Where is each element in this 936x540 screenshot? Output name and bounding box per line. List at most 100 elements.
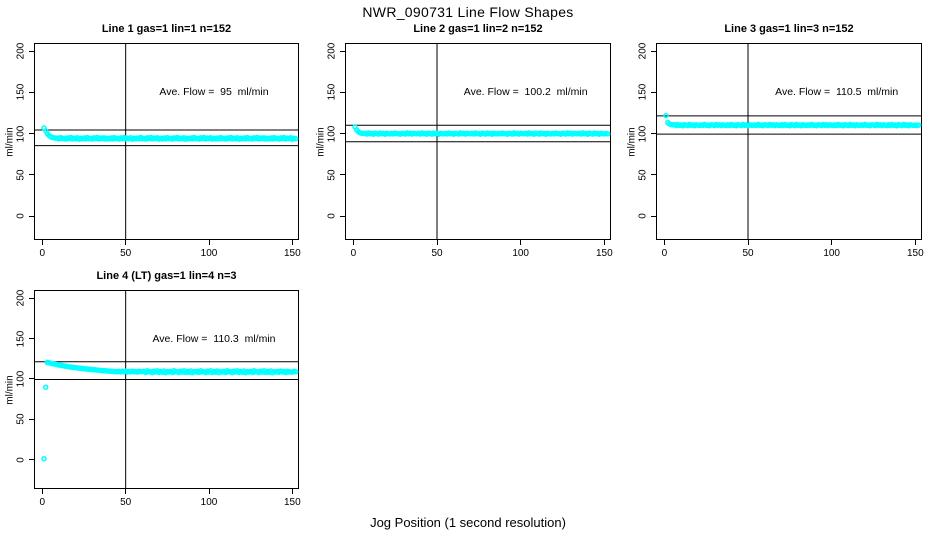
plot-canvas	[34, 43, 299, 240]
y-axis-label: ml/min	[626, 126, 638, 157]
ave-flow-annotation: Ave. Flow = 95 ml/min	[159, 86, 269, 99]
y-tick-mark	[340, 91, 345, 93]
x-tick-label: 100	[200, 497, 218, 508]
x-tick-label: 50	[431, 248, 443, 259]
y-tick-mark	[340, 133, 345, 135]
x-tick-label: 100	[512, 248, 529, 259]
x-tick-mark	[291, 489, 293, 494]
x-tick-mark	[125, 489, 127, 494]
x-tick-label: 50	[120, 248, 132, 259]
x-tick-label: 100	[823, 248, 840, 259]
x-tick-label: 0	[39, 248, 46, 259]
y-axis-label: ml/min	[4, 126, 16, 157]
y-tick-mark	[340, 50, 345, 52]
y-axis-label: ml/min	[4, 374, 16, 405]
y-tick-label: 200	[637, 42, 649, 60]
y-tick-label: 100	[326, 125, 338, 142]
subplot-title: Line 2 gas=1 lin=2 n=152	[413, 23, 543, 35]
scatter-points	[41, 125, 299, 142]
y-tick-label: 0	[15, 457, 27, 463]
y-tick-mark	[651, 215, 656, 217]
y-tick-label: 200	[15, 42, 27, 60]
y-tick-label: 0	[15, 213, 27, 219]
y-tick-mark	[340, 215, 345, 217]
x-tick-label: 150	[595, 248, 613, 259]
y-axis-label: ml/min	[315, 126, 327, 157]
subplot-title: Line 4 (LT) gas=1 lin=4 n=3	[96, 270, 237, 282]
data-point	[41, 455, 47, 462]
y-tick-mark	[29, 133, 34, 135]
y-tick-label: 100	[15, 125, 27, 142]
y-tick-mark	[29, 50, 34, 52]
y-tick-mark	[29, 215, 34, 217]
data-point	[292, 136, 299, 142]
data-point	[663, 112, 669, 119]
x-tick-mark	[914, 240, 916, 245]
scatter-points	[41, 359, 299, 462]
y-tick-mark	[29, 418, 34, 420]
y-tick-mark	[29, 338, 34, 340]
y-tick-mark	[29, 91, 34, 93]
y-tick-label: 150	[637, 84, 649, 101]
x-tick-mark	[41, 489, 43, 494]
x-tick-mark	[603, 240, 605, 245]
x-tick-label: 50	[120, 497, 132, 508]
x-tick-mark	[831, 240, 833, 245]
x-tick-mark	[125, 240, 127, 245]
y-tick-mark	[340, 174, 345, 176]
y-tick-label: 50	[637, 169, 649, 181]
x-tick-mark	[208, 240, 210, 245]
y-tick-label: 150	[326, 84, 338, 101]
y-tick-label: 100	[637, 125, 649, 142]
y-tick-label: 50	[15, 413, 27, 425]
y-tick-label: 100	[15, 370, 27, 388]
x-tick-mark	[208, 489, 210, 494]
x-tick-label: 100	[200, 248, 218, 259]
y-tick-label: 0	[326, 213, 338, 219]
plot-frame	[656, 43, 922, 240]
data-point	[292, 369, 299, 375]
y-tick-mark	[651, 133, 656, 135]
y-tick-mark	[29, 297, 34, 299]
data-point	[42, 384, 49, 390]
y-tick-label: 50	[15, 169, 27, 181]
x-tick-label: 150	[283, 248, 301, 259]
y-tick-label: 200	[326, 42, 338, 60]
x-tick-mark	[663, 240, 665, 245]
x-axis-title: Jog Position (1 second resolution)	[370, 515, 566, 530]
main-title: NWR_090731 Line Flow Shapes	[362, 4, 574, 20]
scatter-points	[352, 124, 611, 137]
x-tick-label: 150	[906, 248, 924, 259]
y-tick-label: 0	[637, 213, 649, 219]
plot-canvas	[656, 43, 922, 240]
y-tick-mark	[29, 459, 34, 461]
plot-canvas	[34, 290, 299, 489]
plot-canvas	[345, 43, 611, 240]
x-tick-mark	[747, 240, 749, 245]
subplot-title: Line 1 gas=1 lin=1 n=152	[101, 23, 232, 35]
x-tick-mark	[436, 240, 438, 245]
data-point	[915, 122, 922, 128]
x-tick-mark	[41, 240, 43, 245]
y-tick-label: 150	[15, 84, 27, 101]
ave-flow-annotation: Ave. Flow = 110.3 ml/min	[152, 332, 276, 345]
x-tick-mark	[291, 240, 293, 245]
ave-flow-annotation: Ave. Flow = 100.2 ml/min	[463, 86, 588, 99]
y-tick-mark	[651, 174, 656, 176]
y-tick-label: 50	[326, 169, 338, 181]
plot-frame	[34, 43, 299, 240]
y-tick-mark	[29, 378, 34, 380]
x-tick-label: 0	[350, 248, 357, 259]
subplot-title: Line 3 gas=1 lin=3 n=152	[724, 23, 854, 35]
x-tick-mark	[352, 240, 354, 245]
x-tick-label: 150	[283, 497, 301, 508]
x-tick-mark	[520, 240, 522, 245]
y-tick-mark	[29, 174, 34, 176]
plot-frame	[345, 43, 611, 240]
x-tick-label: 50	[742, 248, 754, 259]
y-tick-label: 150	[15, 330, 27, 347]
data-point	[604, 131, 611, 137]
y-tick-label: 200	[15, 289, 27, 307]
ave-flow-annotation: Ave. Flow = 110.5 ml/min	[775, 86, 899, 99]
